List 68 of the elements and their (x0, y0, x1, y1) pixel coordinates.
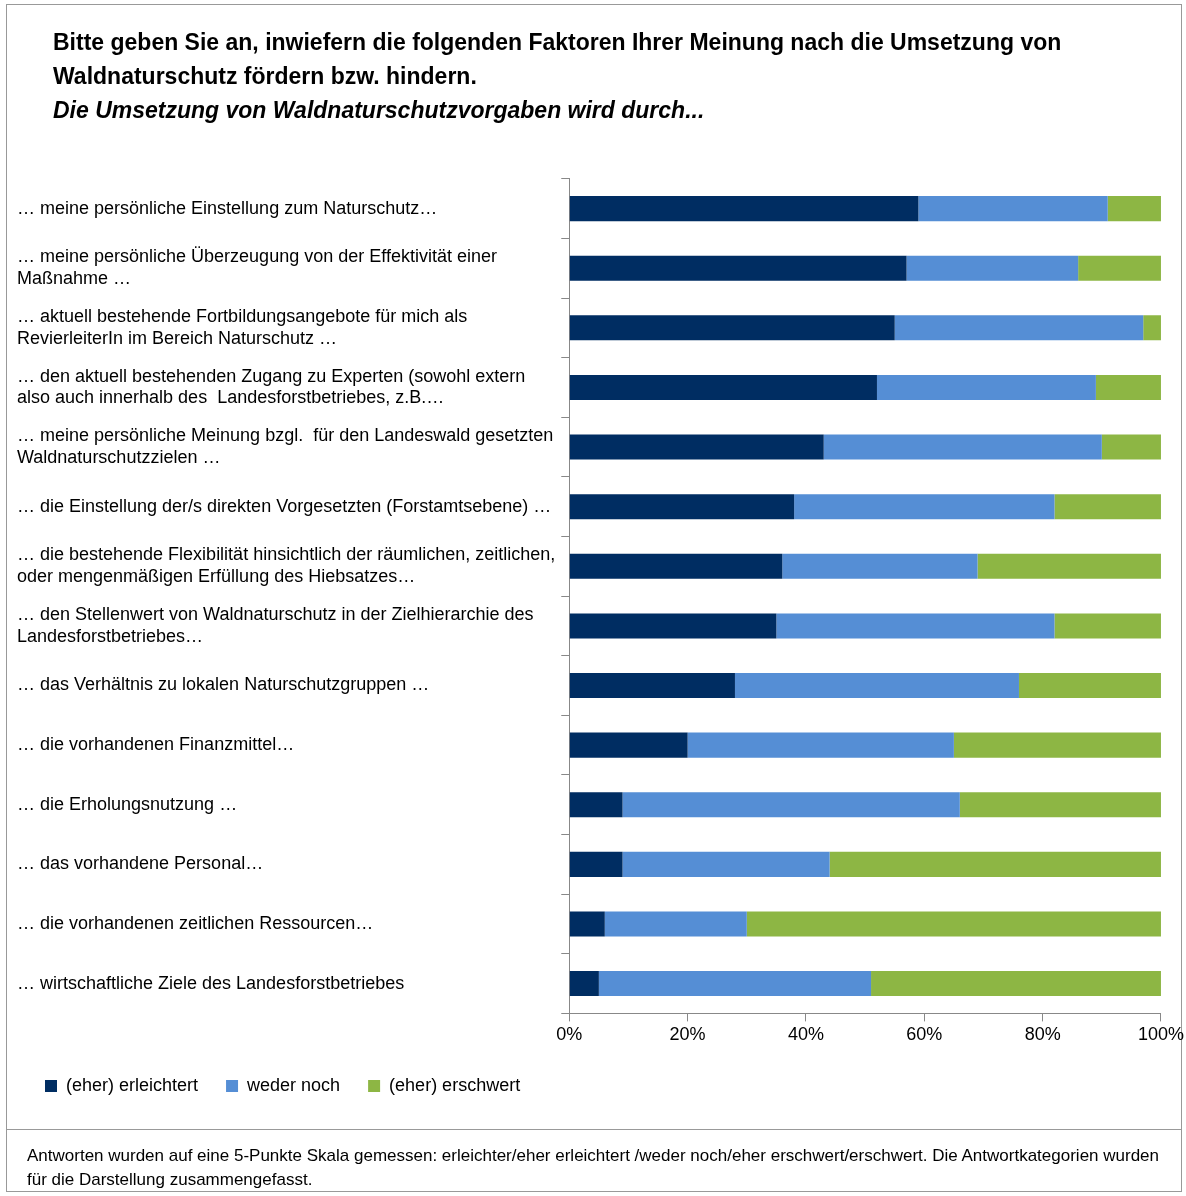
bar (569, 434, 824, 460)
bar (569, 792, 623, 818)
bar (918, 196, 1108, 222)
y-tick-label: … die Erholungsnutzung … (17, 793, 238, 814)
bar (598, 971, 872, 997)
bar (569, 494, 795, 520)
bar (1054, 613, 1161, 639)
bar (959, 792, 1161, 818)
y-tick-label: … die bestehende Flexibilität hinsichtlich der räumlichen, zeitlichen, oder mengenmäßigen Erfüllung des Hiebsatzes… (17, 544, 556, 587)
bar (569, 911, 605, 937)
bar (1143, 315, 1161, 341)
bar (829, 851, 1161, 877)
bar (604, 911, 747, 937)
bar (569, 732, 688, 758)
y-tick-label: … die Einstellung der/s direkten Vorgesetzten (Forstamtsebene) … (17, 495, 552, 516)
text: Antworten wurden auf eine 5-Punkte Skala gemessen: erleichter/eher erleichtert /weder noch/eher erschwert/erschwert. Die Antwortkategorien wurden für die Darstellung zusammengefasst. (7, 1129, 1181, 1192)
y-tick-label: … meine persönliche Einstellung zum Naturschutz… (17, 197, 438, 218)
bar (1054, 494, 1161, 520)
y-tick-label: … den aktuell bestehenden Zugang zu Experten (sowohl extern also auch innerhalb des Landesforstbetriebes, z.B.… (17, 365, 526, 408)
bar (569, 374, 877, 400)
x-tick-label: 100% (1137, 1024, 1184, 1045)
bar (569, 315, 895, 341)
x-tick-label: 80% (1024, 1024, 1061, 1045)
legend-label: weder noch (246, 1074, 341, 1095)
bar (569, 673, 735, 699)
y-tick-label: … meine persönliche Meinung bzgl. für den Landeswald gesetzten Waldnaturschutzzielen … (17, 425, 554, 467)
bar (894, 315, 1144, 341)
bar (1095, 374, 1161, 400)
bar (569, 553, 783, 579)
bar (569, 851, 623, 877)
text: Die Umsetzung von Waldnaturschutzvorgaben wird durch... (53, 96, 706, 125)
legend-label: (eher) erleichtert (66, 1074, 199, 1095)
bar (1101, 434, 1161, 460)
bar (622, 851, 830, 877)
bar (569, 255, 907, 281)
chart-title: Bitte geben Sie an, inwiefern die folgenden Faktoren Ihrer Meinung nach die Umsetzung von Waldnaturschutz fördern bzw. hindern. (53, 28, 1063, 91)
y-tick-label: … aktuell bestehende Fortbildungsangebote für mich als RevierleiterIn im Bereich Naturschutz … (17, 306, 468, 348)
bar (569, 196, 919, 222)
bar (794, 494, 1055, 520)
bar (1018, 673, 1161, 699)
y-tick-label: … den Stellenwert von Waldnaturschutz in der Zielhierarchie des Landesforstbetriebes… (17, 604, 534, 646)
x-tick-label: 60% (906, 1024, 943, 1045)
x-tick-label: 20% (669, 1024, 706, 1045)
bar (746, 911, 1161, 937)
bar (871, 971, 1161, 997)
bar (977, 553, 1161, 579)
y-tick-label: … die vorhandenen Finanzmittel… (17, 734, 295, 755)
bar (823, 434, 1102, 460)
bar (1107, 196, 1161, 222)
bar (906, 255, 1079, 281)
bar (734, 673, 1019, 699)
bar (876, 374, 1096, 400)
y-tick-label: … wirtschaftliche Ziele des Landesforstbetriebes (17, 972, 405, 993)
bar (569, 971, 599, 997)
bar (687, 732, 954, 758)
y-tick-label: … das vorhandene Personal… (17, 853, 264, 874)
y-tick-label: … das Verhältnis zu lokalen Naturschutzgruppen … (17, 674, 430, 695)
y-tick-label: … die vorhandenen zeitlichen Ressourcen… (17, 912, 374, 933)
bar (1078, 255, 1161, 281)
bar (953, 732, 1161, 758)
x-tick-label: 40% (787, 1024, 824, 1045)
bar (782, 553, 978, 579)
bar (569, 613, 777, 639)
bar (776, 613, 1055, 639)
x-tick-label: 0% (556, 1024, 583, 1045)
bar (622, 792, 960, 818)
legend-label: (eher) erschwert (389, 1074, 521, 1095)
y-tick-label: … meine persönliche Überzeugung von der Effektivität einer Maßnahme … (17, 246, 497, 288)
